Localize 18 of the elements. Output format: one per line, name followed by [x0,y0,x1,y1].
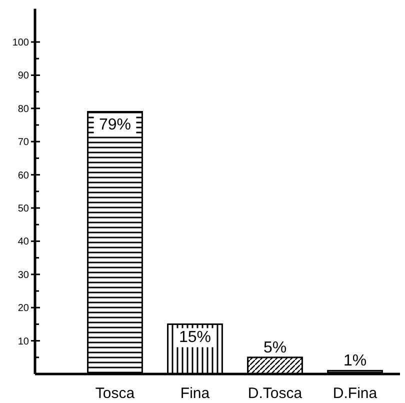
y-tick-label: 50 [18,204,30,214]
x-tick-label: D.Tosca [248,385,303,402]
y-tick-label: 30 [18,270,30,281]
data-label: 15% [178,329,212,346]
y-tick-label: 80 [18,104,30,115]
data-label: 5% [263,339,287,356]
data-label: 1% [343,352,367,370]
y-tick-label: 70 [18,137,30,148]
x-tick-label: Fina [180,385,210,402]
y-tick-label: 40 [18,236,30,248]
x-tick-label: Tosca [95,385,136,402]
y-tick-label: 60 [18,170,30,182]
data-label: 79% [98,116,132,134]
y-tick-label: 20 [18,303,30,314]
x-tick-label: D.Fina [332,385,378,402]
y-tick-label: 10 [18,336,30,348]
y-tick-label: 90 [18,70,30,82]
y-tick-label: 100 [12,38,30,48]
